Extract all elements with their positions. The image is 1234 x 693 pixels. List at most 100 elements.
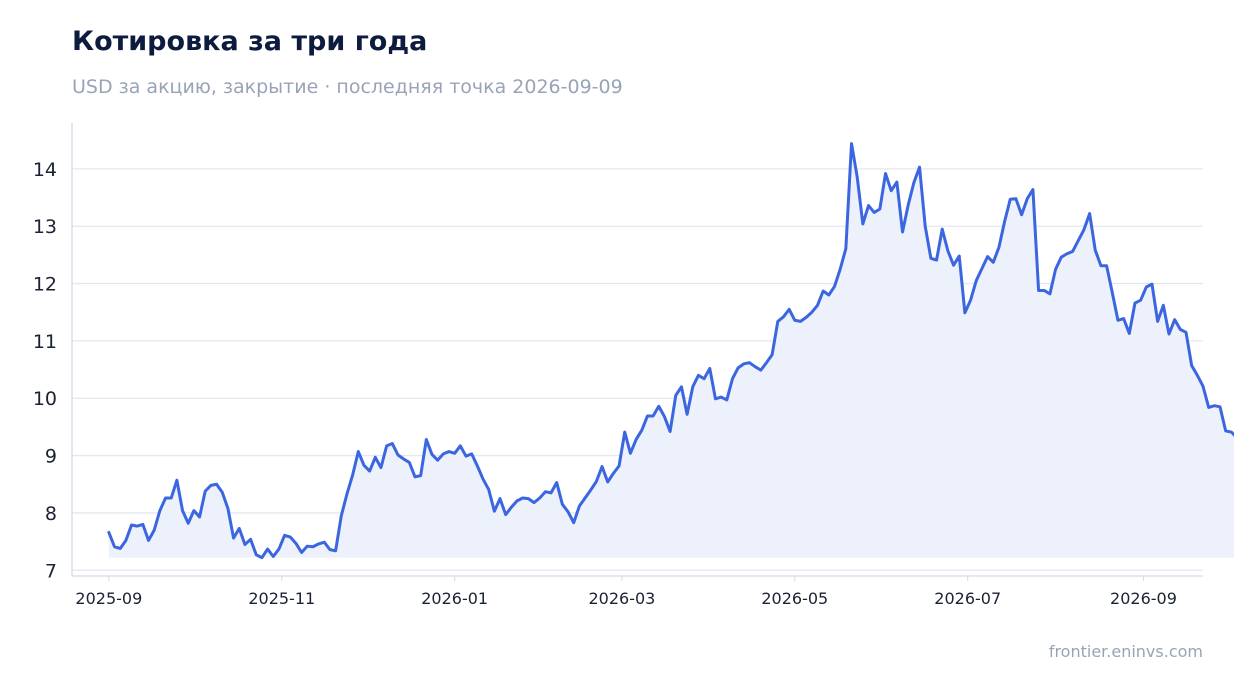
price-point [187, 522, 190, 525]
y-tick-label: 7 [45, 560, 57, 582]
price-point [640, 429, 643, 432]
price-point [408, 461, 411, 464]
price-point [430, 453, 433, 456]
price-point [1054, 268, 1057, 271]
y-tick-label: 10 [33, 388, 57, 410]
price-point [589, 488, 592, 491]
price-point [453, 452, 456, 455]
price-point [946, 249, 949, 252]
price-point [929, 257, 932, 260]
y-axis-ticks: 7 8 9 10 11 12 13 14 [33, 159, 57, 582]
x-tick-label: 2026-09 [1110, 589, 1177, 608]
price-point [958, 255, 961, 258]
price-point [572, 521, 575, 524]
price-point [107, 531, 110, 534]
price-point [765, 361, 768, 364]
price-point [799, 320, 802, 323]
price-point [391, 442, 394, 445]
price-point [1230, 431, 1233, 434]
price-point [754, 365, 757, 368]
price-point [170, 497, 173, 500]
price-point [470, 452, 473, 455]
price-point [873, 211, 876, 214]
price-point [918, 166, 921, 169]
price-point [867, 204, 870, 207]
price-point [924, 225, 927, 228]
price-point [1020, 213, 1023, 216]
price-point [714, 397, 717, 400]
price-point [181, 509, 184, 512]
y-tick-label: 14 [33, 159, 57, 181]
source-footer: frontier.eninvs.com [1048, 642, 1203, 661]
price-point [827, 294, 830, 297]
price-point [652, 415, 655, 418]
price-point [317, 542, 320, 545]
price-point [669, 430, 672, 433]
price-line [107, 142, 1234, 560]
price-point [1219, 405, 1222, 408]
price-point [1037, 289, 1040, 292]
y-tick-label: 9 [45, 446, 57, 468]
price-point [1099, 264, 1102, 267]
price-point [861, 222, 864, 225]
price-point [992, 261, 995, 264]
price-point [482, 478, 485, 481]
price-point [1202, 385, 1205, 388]
price-point [1122, 317, 1125, 320]
price-point [890, 189, 893, 192]
price-point [850, 142, 853, 145]
price-point [839, 268, 842, 271]
price-point [742, 362, 745, 365]
price-point [1184, 331, 1187, 334]
price-point [153, 529, 156, 532]
price-point [294, 542, 297, 545]
price-point [425, 438, 428, 441]
price-point [362, 464, 365, 467]
y-tick-label: 11 [33, 331, 57, 353]
price-point [816, 304, 819, 307]
price-point [130, 523, 133, 526]
price-point [255, 553, 258, 556]
chart-title: Котировка за три года [72, 26, 428, 57]
price-point [748, 361, 751, 364]
price-point [328, 548, 331, 551]
price-point [1082, 228, 1085, 231]
price-point [878, 208, 881, 211]
price-point [368, 470, 371, 473]
price-point [550, 491, 553, 494]
price-point [980, 267, 983, 270]
price-point [720, 396, 723, 399]
price-point [601, 465, 604, 468]
price-point [351, 474, 354, 477]
price-point [226, 507, 229, 510]
price-point [578, 505, 581, 508]
price-point [703, 377, 706, 380]
price-point [340, 514, 343, 517]
price-point [680, 385, 683, 388]
price-point [901, 230, 904, 233]
price-point [192, 509, 195, 512]
price-point [567, 510, 570, 513]
price-point [1060, 256, 1063, 259]
price-point [884, 172, 887, 175]
price-point [555, 481, 558, 484]
price-point [1156, 320, 1159, 323]
chart-subtitle: USD за акцию, закрытие · последняя точка… [72, 76, 623, 98]
price-point [1116, 319, 1119, 322]
price-point [952, 264, 955, 267]
price-point [221, 491, 224, 494]
price-point [385, 444, 388, 447]
x-tick-label: 2026-03 [588, 589, 655, 608]
price-point [737, 366, 740, 369]
price-point [663, 415, 666, 418]
y-tick-label: 8 [45, 503, 57, 525]
price-point [822, 290, 825, 293]
price-point [442, 452, 445, 455]
x-tick-label: 2026-07 [934, 589, 1001, 608]
price-point [1043, 289, 1046, 292]
price-point [805, 316, 808, 319]
price-point [198, 515, 201, 518]
price-point [810, 311, 813, 314]
x-axis-ticks: 2025-09 2025-11 2026-01 2026-03 2026-05 2026-… [75, 576, 1177, 608]
price-point [595, 480, 598, 483]
